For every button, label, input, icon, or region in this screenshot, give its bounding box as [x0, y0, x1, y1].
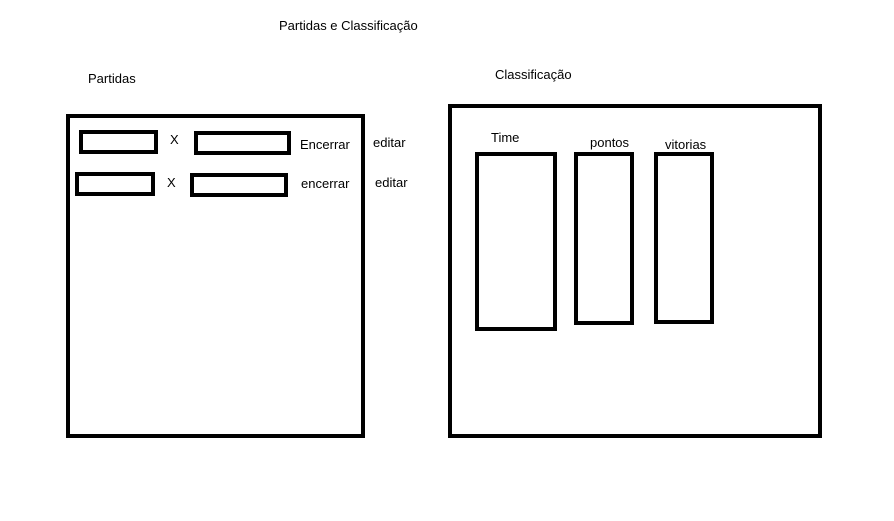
column-header-time: Time: [491, 130, 520, 145]
column-pontos: [574, 152, 634, 325]
column-vitorias: [654, 152, 714, 324]
page-title: Partidas e Classificação: [279, 18, 418, 33]
partidas-panel: [66, 114, 365, 438]
away-team-input-2[interactable]: [190, 173, 288, 197]
away-team-input-1[interactable]: [194, 131, 291, 155]
column-header-vitorias: vitorias: [665, 137, 707, 152]
end-match-button-2[interactable]: encerrar: [301, 176, 350, 191]
home-team-input-2[interactable]: [75, 172, 155, 196]
partidas-heading: Partidas: [88, 71, 136, 86]
versus-separator-2: X: [167, 175, 176, 190]
home-team-input-1[interactable]: [79, 130, 158, 154]
column-header-pontos: pontos: [590, 135, 630, 150]
edit-match-button-1[interactable]: editar: [373, 135, 406, 150]
edit-match-button-2[interactable]: editar: [375, 175, 408, 190]
column-time: [475, 152, 557, 331]
classificacao-heading: Classificação: [495, 67, 572, 82]
versus-separator-1: X: [170, 132, 179, 147]
classificacao-panel: [448, 104, 822, 438]
end-match-button-1[interactable]: Encerrar: [300, 137, 350, 152]
